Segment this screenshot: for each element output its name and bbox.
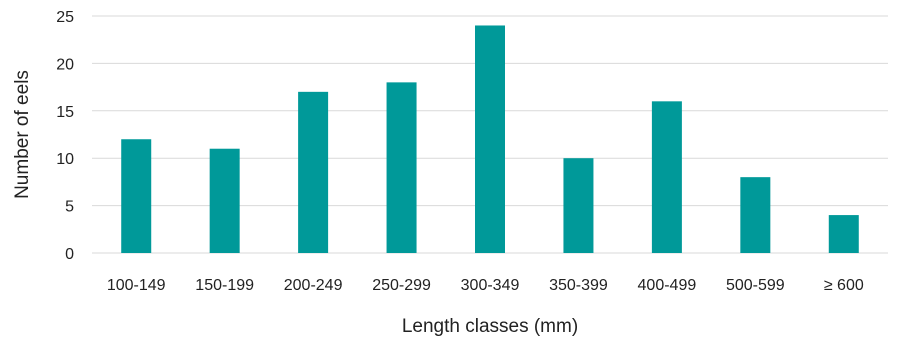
bar-100-149 [121,139,152,253]
y-tick-label: 25 [56,9,74,26]
bars [121,25,859,254]
x-tick-labels: 100-149 150-199 200-249 250-299 300-349 350-3… [107,277,864,294]
bar-500-599 [740,177,771,253]
bar-200-249 [298,91,329,253]
x-tick-label: 150-199 [195,277,254,294]
y-tick-label: 0 [65,246,74,263]
x-tick-label: 350-399 [549,277,608,294]
bar-600 [828,215,859,253]
bar-150-199 [209,148,240,253]
x-tick-label: 250-299 [372,277,431,294]
y-tick-label: 20 [56,56,74,73]
bar-300-349 [475,25,505,254]
y-tick-label: 10 [56,151,74,168]
x-tick-label: 500-599 [726,277,785,294]
y-tick-labels: 0 5 10 15 20 25 [56,9,74,263]
x-tick-label: 200-249 [284,277,343,294]
bar-350-399 [563,158,594,253]
x-tick-label: ≥ 600 [824,277,864,294]
bar-400-499 [651,101,682,253]
y-tick-label: 15 [56,104,74,121]
x-tick-label: 100-149 [107,277,166,294]
y-axis-title: Number of eels [12,70,33,199]
x-axis-title: Length classes (mm) [402,316,578,337]
y-tick-label: 5 [65,199,74,216]
bar-250-299 [386,82,417,253]
x-tick-label: 300-349 [461,277,520,294]
x-tick-label: 400-499 [638,277,697,294]
